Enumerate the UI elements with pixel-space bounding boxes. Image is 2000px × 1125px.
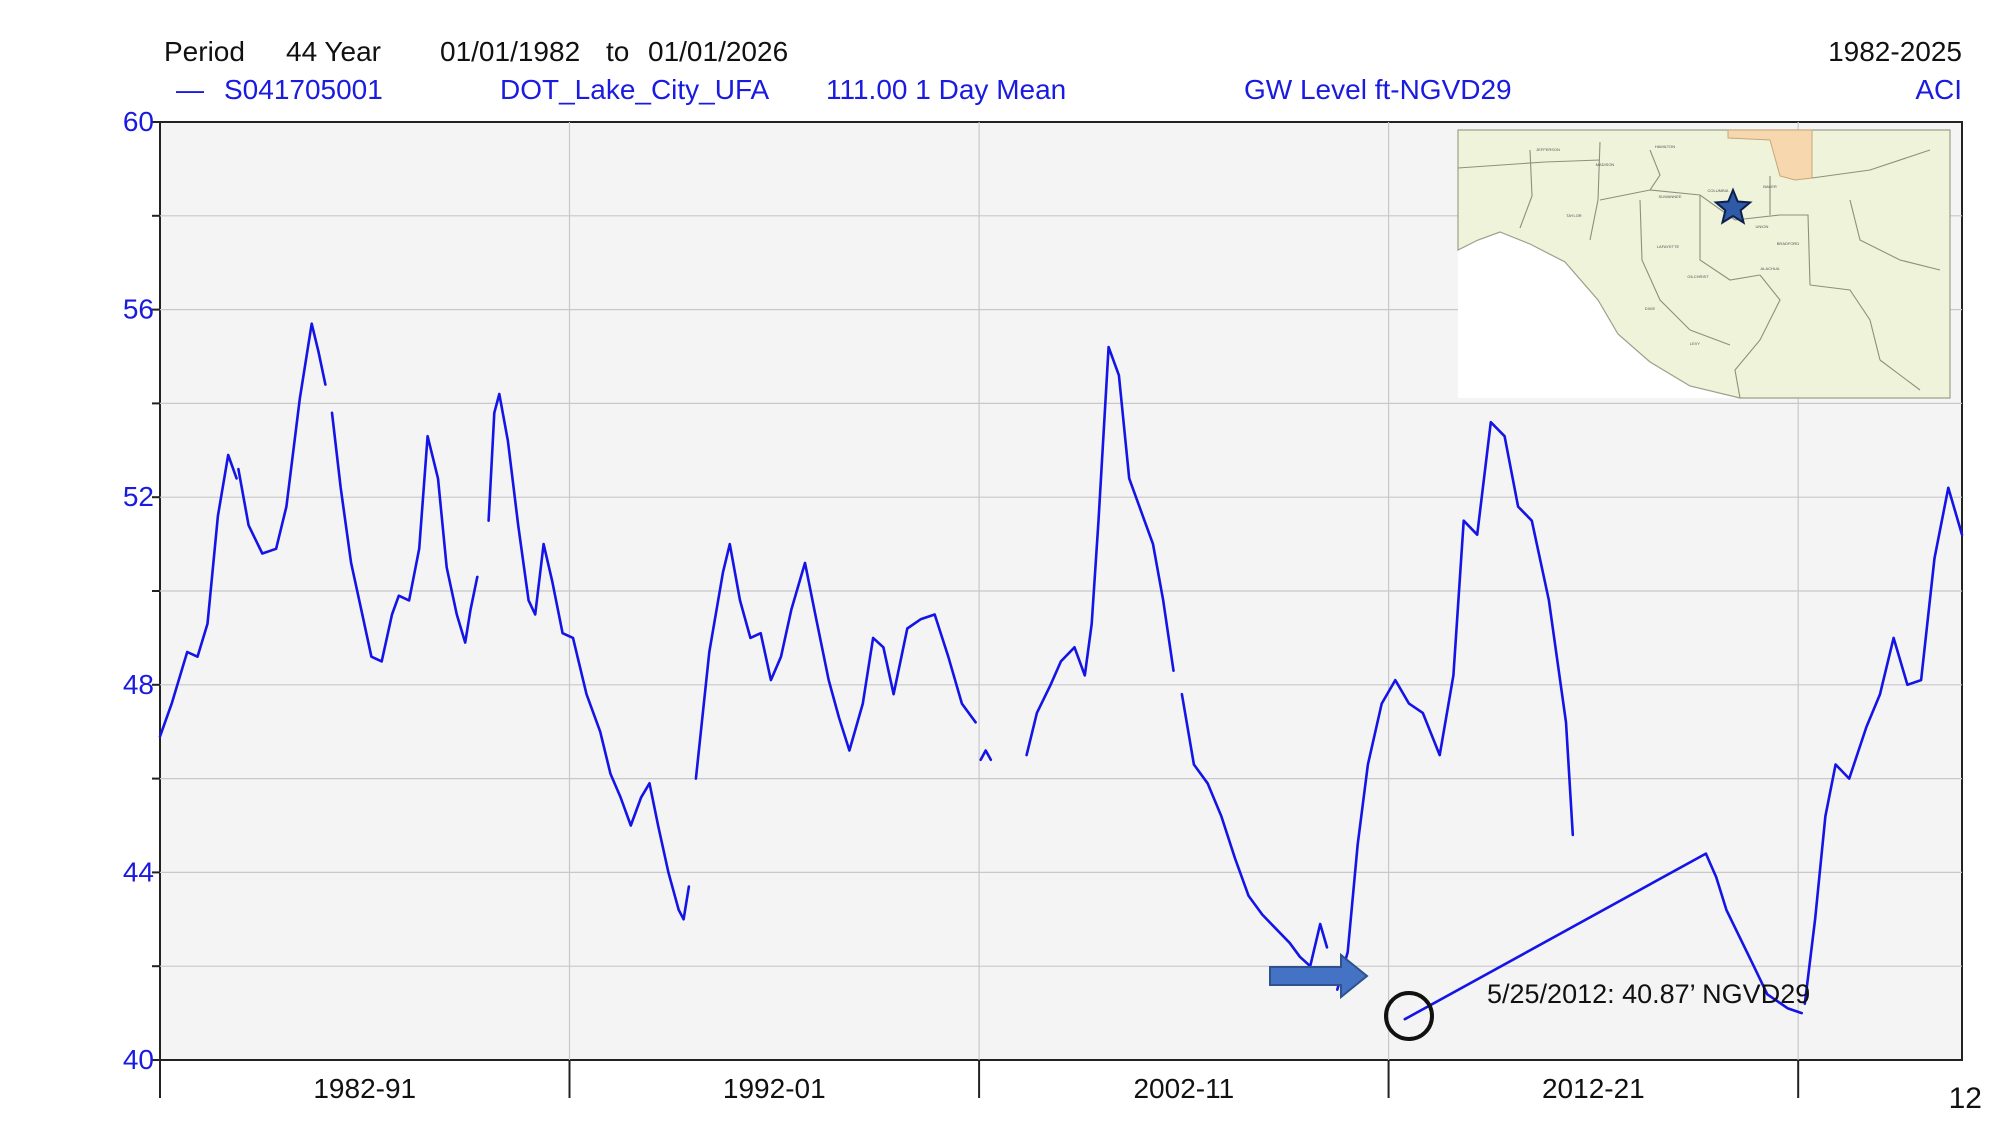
date-to: to <box>606 36 629 67</box>
x-category-label: 2002-11 <box>1133 1073 1234 1104</box>
y-tick-label: 52 <box>123 481 154 512</box>
map-county-label: BAKER <box>1763 184 1777 189</box>
x-category-label: 1982-91 <box>313 1073 416 1104</box>
arrow-icon <box>1269 952 1369 1000</box>
series-segment <box>694 542 977 780</box>
series-segment <box>1803 486 1964 1005</box>
series-segment <box>487 392 691 921</box>
series-segment <box>237 322 327 555</box>
map-land <box>1457 129 1951 399</box>
map-county-label: BRADFORD <box>1777 241 1800 246</box>
minimum-annotation-text: 5/25/2012: 40.87’ NGVD29 <box>1487 979 1810 1009</box>
map-county-label: LEVY <box>1690 341 1701 346</box>
map-county-label: COLUMBIA <box>1708 188 1729 193</box>
minimum-annotation: 5/25/2012: 40.87’ NGVD29 <box>1269 952 1810 1041</box>
series-segment <box>1403 852 1803 1021</box>
map-county-label: HAMILTON <box>1655 144 1675 149</box>
y-tick-label: 40 <box>123 1044 154 1075</box>
map-county-label: UNION <box>1756 224 1769 229</box>
map-county-labels: JEFFERSON MADISON HAMILTON TAYLOR SUWANNEE BA… <box>1536 144 1799 346</box>
y-tick-label: 44 <box>123 856 154 887</box>
station-id: S041705001 <box>224 74 383 105</box>
series-segment <box>1025 345 1175 757</box>
station-name: DOT_Lake_City_UFA <box>500 74 770 105</box>
map-highlight-county <box>1727 129 1813 181</box>
map-county-label: LAFAYETTE <box>1657 244 1680 249</box>
date-end: 01/01/2026 <box>648 36 788 67</box>
map-county-label: DIXIE <box>1645 306 1656 311</box>
period-length: 44 Year <box>286 36 381 67</box>
x-category-label: 1992-01 <box>723 1073 826 1104</box>
map-county-label: JEFFERSON <box>1536 147 1560 152</box>
series-segment <box>158 453 238 738</box>
y-tick-label: 60 <box>123 106 154 137</box>
y-tick-label: 48 <box>123 669 154 700</box>
agency-label: ACI <box>1915 74 1962 105</box>
parameter-label: 111.00 1 Day Mean <box>826 74 1066 105</box>
map-county-label: SUWANNEE <box>1659 194 1682 199</box>
map-county-label: GILCHRIST <box>1687 274 1709 279</box>
inset-map: JEFFERSON MADISON HAMILTON TAYLOR SUWANNEE BA… <box>1457 129 1951 399</box>
map-county-label: TAYLOR <box>1566 213 1582 218</box>
period-label: Period <box>164 36 245 67</box>
year-range: 1982-2025 <box>1828 36 1962 67</box>
series-segment <box>1336 420 1575 991</box>
grid-lines <box>160 122 1962 1060</box>
map-county-label: ALACHUA <box>1761 266 1780 271</box>
y-tick-label: 56 <box>123 294 154 325</box>
date-start: 01/01/1982 <box>440 36 580 67</box>
series-segment <box>979 749 993 762</box>
units-label: GW Level ft-NGVD29 <box>1244 74 1512 105</box>
page-number: 12 <box>1949 1082 1982 1115</box>
axes: 40 44 48 52 56 60 1982-91 1992-01 2002-11 2012-21 <box>123 106 1800 1104</box>
star-icon <box>1713 187 1753 225</box>
map-county-lines <box>1457 141 1941 399</box>
series-legend-marker: — <box>176 74 204 105</box>
map-county-label: MADISON <box>1596 162 1615 167</box>
x-category-label: 2012-21 <box>1542 1073 1645 1104</box>
minimum-circle-marker <box>1384 991 1434 1041</box>
series-segment <box>330 411 479 663</box>
